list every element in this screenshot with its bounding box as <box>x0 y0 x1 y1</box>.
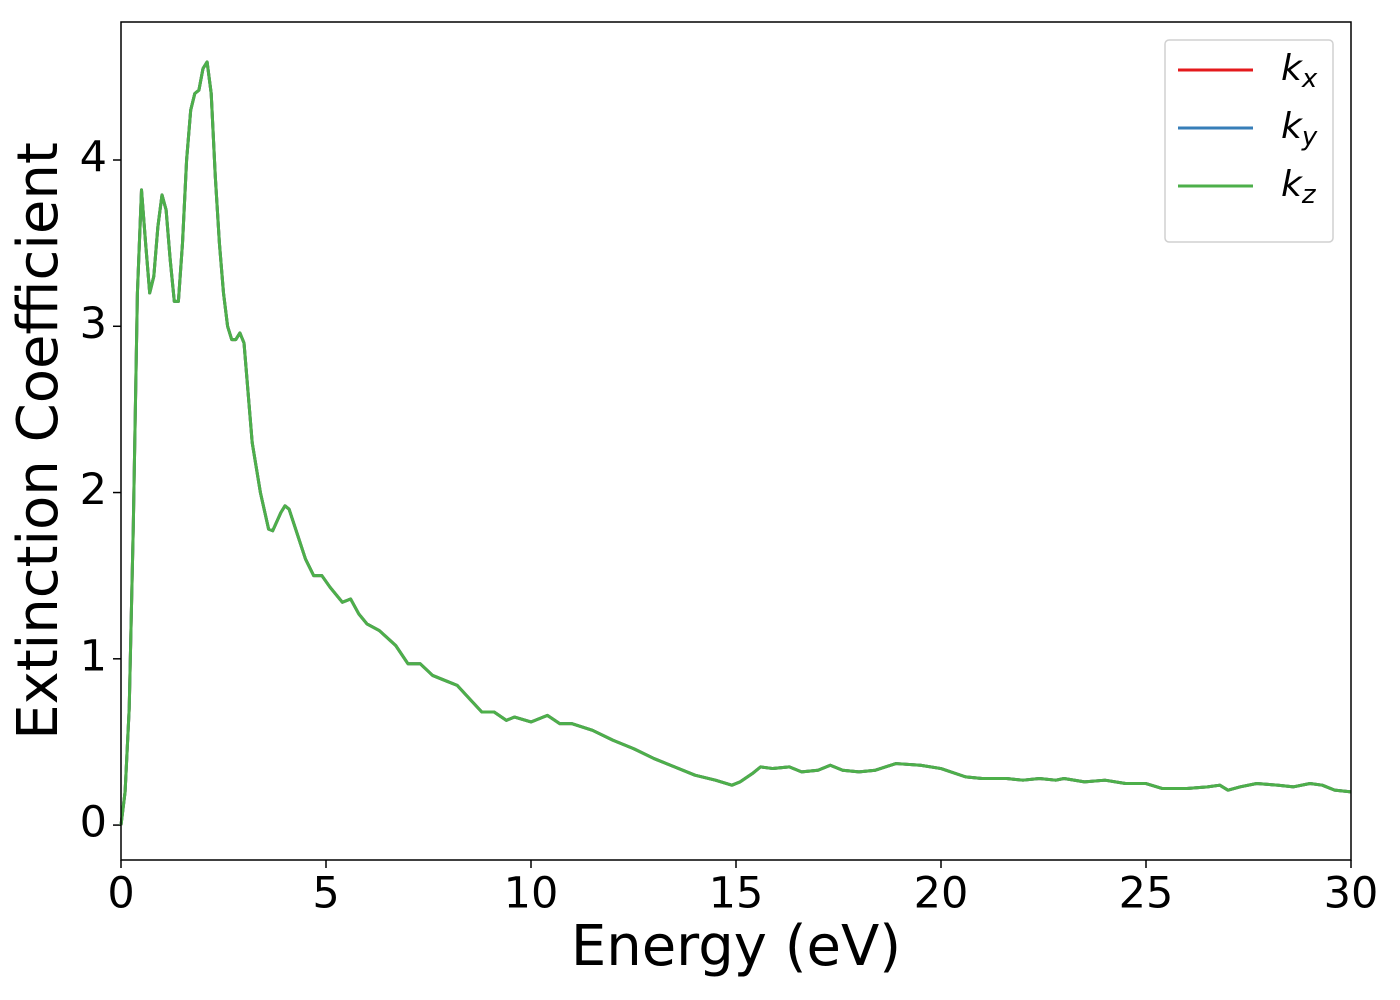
legend-label: ky <box>1281 106 1318 152</box>
x-axis-label: Energy (eV) <box>571 914 901 979</box>
legend-label: kx <box>1281 48 1318 94</box>
x-tick-label: 25 <box>1119 869 1174 919</box>
y-tick-label: 0 <box>80 798 107 848</box>
y-tick-label: 2 <box>80 465 107 515</box>
y-tick-label: 4 <box>80 133 107 183</box>
y-axis-label: Extinction Coefficient <box>6 142 71 740</box>
legend-label: kz <box>1281 164 1317 210</box>
legend-box <box>1164 39 1334 243</box>
series-line <box>119 60 1352 826</box>
y-tick-label: 1 <box>80 631 107 681</box>
x-tick-label: 30 <box>1324 869 1379 919</box>
y-tick-label: 3 <box>80 299 107 349</box>
plot-frame <box>120 21 1352 861</box>
x-tick-label: 0 <box>107 869 134 919</box>
x-tick-label: 5 <box>312 869 339 919</box>
x-tick-label: 15 <box>709 869 764 919</box>
x-tick-label: 10 <box>504 869 559 919</box>
x-tick-label: 20 <box>914 869 969 919</box>
